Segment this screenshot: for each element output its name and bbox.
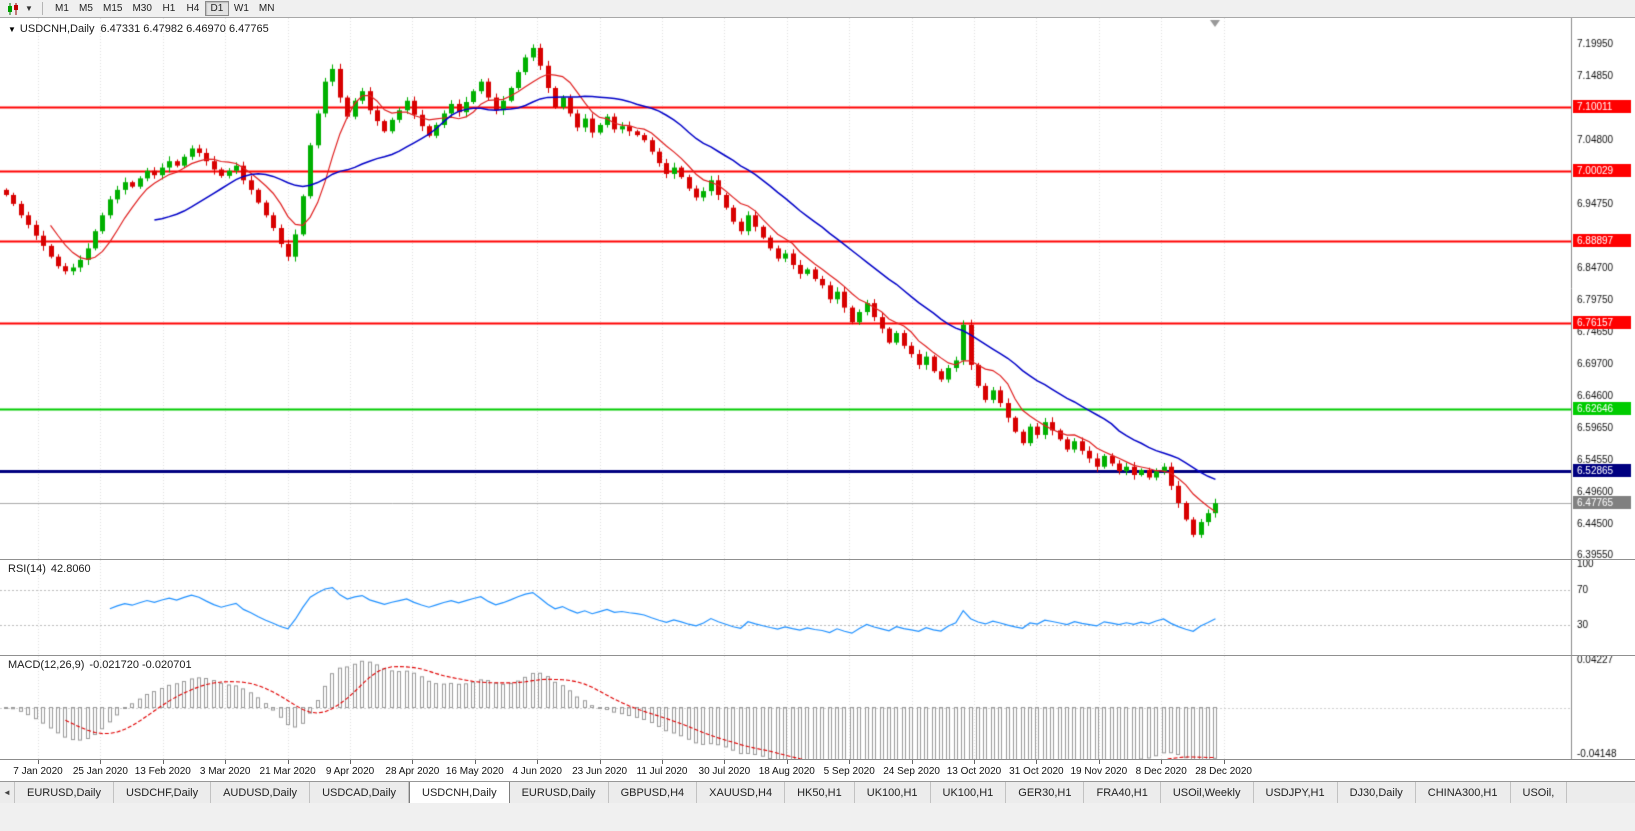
chart-tab-dj30-daily[interactable]: DJ30,Daily xyxy=(1337,782,1416,803)
rsi-pane: RSI(14) 42.8060 xyxy=(0,559,1635,655)
date-tick xyxy=(1161,760,1163,764)
date-axis-label: 11 Jul 2020 xyxy=(636,766,688,777)
chart-tab-usdjpy-h1[interactable]: USDJPY,H1 xyxy=(1253,782,1338,803)
date-tick xyxy=(1223,760,1225,764)
date-tick xyxy=(225,760,227,764)
timeframe-button-m30[interactable]: M30 xyxy=(127,1,156,16)
chart-symbol-period: USDCNH,Daily xyxy=(19,23,95,35)
macd-canvas[interactable] xyxy=(0,656,1635,759)
chart-tab-eurusd-daily[interactable]: EURUSD,Daily xyxy=(15,782,114,803)
chart-title: ▼ USDCNH,Daily 6.47331 6.47982 6.46970 6.4… xyxy=(8,23,269,35)
date-tick xyxy=(287,760,289,764)
chart-tabs: EURUSD,Daily USDCHF,Daily AUDUSD,Daily USDC… xyxy=(15,782,1568,803)
rsi-canvas[interactable] xyxy=(0,560,1635,655)
date-tick xyxy=(537,760,539,764)
timeframe-button-m5[interactable]: M5 xyxy=(74,1,98,16)
timeframe-button-d1[interactable]: D1 xyxy=(204,1,229,16)
macd-values: -0.021720 -0.020701 xyxy=(89,659,192,671)
date-tick xyxy=(100,760,102,764)
chart-tab-uk100-h1[interactable]: UK100,H1 xyxy=(930,782,1007,803)
chart-tab-gbpusd-h4[interactable]: GBPUSD,H4 xyxy=(608,782,698,803)
date-tick xyxy=(724,760,726,764)
date-tick xyxy=(474,760,476,764)
timeframe-button-h1[interactable]: H1 xyxy=(157,1,181,16)
chart-tab-bar: ◄ EURUSD,Daily USDCHF,Daily AUDUSD,Daily US… xyxy=(0,781,1635,803)
chart-type-dropdown-icon[interactable]: ▼ xyxy=(25,4,33,13)
chart-tab-eurusd-daily[interactable]: EURUSD,Daily xyxy=(509,782,609,803)
chart-tab-usdcnh-daily[interactable]: USDCNH,Daily xyxy=(409,782,510,803)
chart-tab-usdchf-daily[interactable]: USDCHF,Daily xyxy=(113,782,212,803)
rsi-label: RSI(14) 42.8060 xyxy=(8,563,96,575)
date-tick xyxy=(162,760,164,764)
chart-tab-xauusd-h4[interactable]: XAUUSD,H4 xyxy=(697,782,786,803)
date-axis-label: 4 Jun 2020 xyxy=(512,766,562,777)
date-tick xyxy=(412,760,414,764)
date-axis-label: 5 Sep 2020 xyxy=(823,766,875,777)
date-tick xyxy=(786,760,788,764)
chart-tab-audusd-daily[interactable]: AUDUSD,Daily xyxy=(211,782,311,803)
date-axis-label: 16 May 2020 xyxy=(445,766,504,777)
chart-tab-fra40-h1[interactable]: FRA40,H1 xyxy=(1084,782,1161,803)
chart-tab-usdcad-daily[interactable]: USDCAD,Daily xyxy=(310,782,410,803)
price-chart-canvas[interactable] xyxy=(0,18,1635,559)
date-axis-label: 7 Jan 2020 xyxy=(13,766,63,777)
chart-tab-hk50-h1[interactable]: HK50,H1 xyxy=(785,782,855,803)
chart-tab-china300-h1[interactable]: CHINA300,H1 xyxy=(1415,782,1511,803)
chart-ohlc-values: 6.47331 6.47982 6.46970 6.47765 xyxy=(100,23,269,35)
date-axis-label: 19 Nov 2020 xyxy=(1070,766,1128,777)
chart-tab-usoil-weekly[interactable]: USOil,Weekly xyxy=(1160,782,1254,803)
date-axis-label: 31 Oct 2020 xyxy=(1009,766,1064,777)
date-axis-label: 21 Mar 2020 xyxy=(259,766,316,777)
date-tick xyxy=(849,760,851,764)
date-axis-label: 8 Dec 2020 xyxy=(1135,766,1187,777)
date-axis-label: 18 Aug 2020 xyxy=(758,766,815,777)
chart-tab-usoil[interactable]: USOil, xyxy=(1510,782,1568,803)
rsi-name: RSI(14) xyxy=(8,563,46,575)
price-chart-pane: ▼ USDCNH,Daily 6.47331 6.47982 6.46970 6.4… xyxy=(0,18,1635,559)
macd-label: MACD(12,26,9) -0.021720 -0.020701 xyxy=(8,659,197,671)
chart-tab-ger30-h1[interactable]: GER30,H1 xyxy=(1006,782,1085,803)
date-tick xyxy=(974,760,975,764)
timeframe-button-w1[interactable]: W1 xyxy=(229,1,254,16)
toolbar-separator xyxy=(42,2,43,15)
date-tick xyxy=(38,760,39,764)
candlestick-chart-icon[interactable] xyxy=(4,1,22,17)
timeframe-button-h4[interactable]: H4 xyxy=(181,1,205,16)
macd-pane: MACD(12,26,9) -0.021720 -0.020701 xyxy=(0,655,1635,759)
date-axis-label: 13 Feb 2020 xyxy=(134,766,191,777)
date-axis-label: 25 Jan 2020 xyxy=(72,766,128,777)
macd-name: MACD(12,26,9) xyxy=(8,659,85,671)
date-axis-label: 30 Jul 2020 xyxy=(698,766,751,777)
chart-tab-uk100-h1[interactable]: UK100,H1 xyxy=(854,782,931,803)
timeframe-buttons: M1 M5 M15 M30 H1 H4 D1 W1 MN xyxy=(50,1,279,16)
date-axis-label: 24 Sep 2020 xyxy=(883,766,940,777)
date-axis-label: 28 Dec 2020 xyxy=(1195,766,1252,777)
window-filler xyxy=(0,803,1635,831)
rsi-value: 42.8060 xyxy=(50,563,91,575)
date-axis-label: 9 Apr 2020 xyxy=(325,766,375,777)
date-axis[interactable]: 7 Jan 2020 25 Jan 2020 13 Feb 2020 3 Mar 20… xyxy=(0,759,1635,781)
date-axis-label: 13 Oct 2020 xyxy=(946,766,1002,777)
tab-scroll-left-icon[interactable]: ◄ xyxy=(0,782,15,803)
date-axis-label: 3 Mar 2020 xyxy=(199,766,251,777)
date-axis-label: 23 Jun 2020 xyxy=(572,766,628,777)
period-toolbar: ▼ M1 M5 M15 M30 H1 H4 D1 W1 MN xyxy=(0,0,1635,18)
date-tick xyxy=(1098,760,1100,764)
date-tick xyxy=(350,760,351,764)
date-tick xyxy=(599,760,601,764)
date-tick xyxy=(911,760,913,764)
date-tick xyxy=(662,760,663,764)
date-axis-label: 28 Apr 2020 xyxy=(385,766,440,777)
date-tick xyxy=(1036,760,1038,764)
symbol-dropdown-icon[interactable]: ▼ xyxy=(8,25,16,34)
timeframe-button-m1[interactable]: M1 xyxy=(50,1,74,16)
timeframe-button-m15[interactable]: M15 xyxy=(98,1,127,16)
timeframe-button-mn[interactable]: MN xyxy=(254,1,280,16)
